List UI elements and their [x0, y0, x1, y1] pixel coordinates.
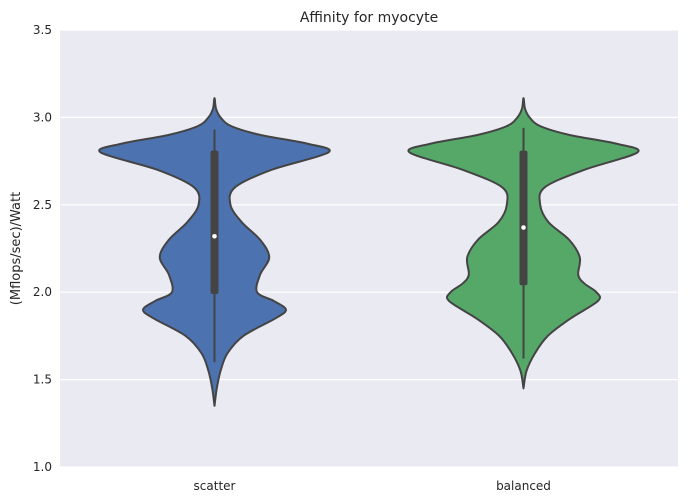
y-tick-label: 3.5	[33, 23, 52, 37]
y-tick-labels: 1.0 1.5 2.0 2.5 3.0 3.5	[33, 23, 52, 474]
x-tick-label: balanced	[496, 479, 551, 493]
y-axis-label: (Mflops/sec)/Watt	[9, 192, 24, 305]
x-tick-labels: scatter balanced	[194, 479, 551, 493]
violins	[98, 97, 640, 407]
plot-background	[60, 30, 678, 467]
iqr-box-scatter	[210, 150, 219, 294]
grid-lines	[60, 29, 678, 468]
y-tick-label: 1.5	[33, 373, 52, 387]
y-tick-label: 3.0	[33, 110, 52, 124]
x-tick-label: scatter	[194, 479, 236, 493]
median-marker-balanced	[521, 225, 526, 230]
median-marker-scatter	[212, 233, 217, 239]
y-tick-label: 1.0	[33, 460, 52, 474]
iqr-box-balanced	[519, 150, 528, 286]
y-tick-label: 2.5	[33, 198, 52, 212]
chart-title: Affinity for myocyte	[300, 10, 438, 26]
y-tick-label: 2.0	[33, 285, 52, 299]
